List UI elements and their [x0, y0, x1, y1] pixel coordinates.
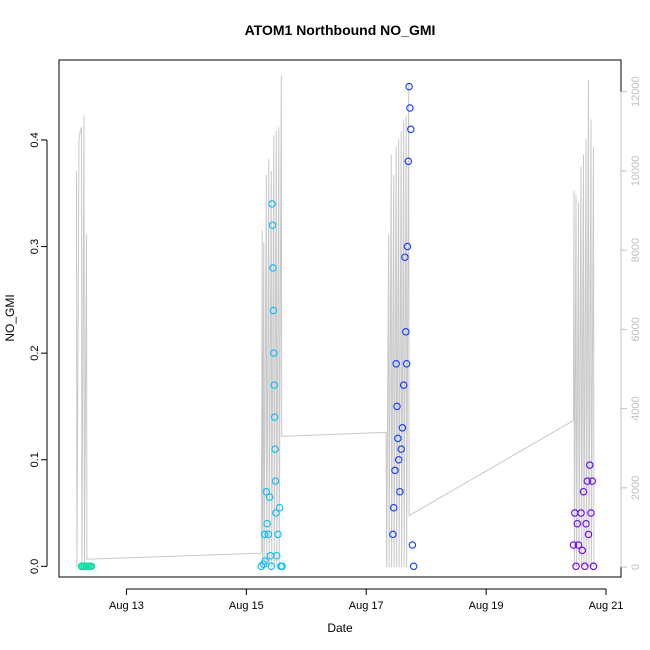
data-point [261, 557, 269, 565]
data-point [271, 477, 280, 485]
data-point [265, 493, 274, 501]
x-tick-label: Aug 21 [589, 600, 624, 612]
x-tick-label: Aug 13 [109, 600, 144, 612]
data-point [87, 562, 96, 571]
data-point [398, 424, 407, 432]
data-point [405, 82, 413, 91]
data-point [393, 402, 401, 411]
data-point [389, 530, 397, 539]
data-point [394, 455, 403, 464]
y-tick-label: 0.2 [29, 345, 41, 360]
data-point [268, 200, 276, 208]
x-tick-label: Aug 17 [349, 600, 384, 612]
data-point [402, 360, 411, 368]
data-point [589, 562, 598, 571]
plot-frame [58, 59, 622, 578]
data-point [267, 562, 276, 571]
data-point [574, 541, 583, 549]
data-point [577, 509, 585, 517]
y2-tick-label: 0 [630, 564, 642, 570]
x-tick-label: Aug 19 [469, 600, 504, 612]
data-point [583, 477, 592, 485]
y2-tick-label: 4000 [630, 396, 642, 420]
data-point [397, 445, 405, 453]
data-point [569, 541, 578, 549]
data-point [264, 530, 273, 539]
data-point [275, 503, 284, 512]
data-point [392, 360, 400, 368]
y-tick-label: 0.3 [29, 239, 41, 254]
y2-tick-label: 8000 [630, 238, 642, 262]
data-point [573, 519, 582, 528]
data-point [409, 562, 418, 571]
y-axis-label: NO_GMI [3, 294, 17, 341]
data-point [278, 562, 286, 571]
data-point [272, 509, 280, 517]
data-point [399, 381, 408, 389]
data-point [401, 253, 409, 261]
data-point [270, 349, 278, 357]
y-tick-label: 0.1 [29, 452, 41, 467]
data-point [396, 487, 404, 496]
x-axis-label: Date [327, 621, 353, 635]
data-point [586, 461, 594, 469]
data-point [257, 562, 266, 571]
data-point [406, 104, 414, 112]
y2-tick-label: 12000 [630, 76, 642, 107]
y2-tick-label: 10000 [630, 156, 642, 187]
data-point [271, 445, 279, 453]
data-point [408, 541, 417, 549]
data-point [269, 306, 278, 315]
data-point [584, 530, 593, 539]
data-point [270, 381, 278, 389]
data-point [269, 264, 277, 272]
y-tick-label: 0.0 [29, 559, 41, 574]
data-point [404, 157, 413, 166]
y2-tick-label: 6000 [630, 317, 642, 341]
y2-tick-label: 2000 [630, 476, 642, 500]
data-point [402, 328, 410, 336]
plot-area: Aug 13 Aug 15 Aug 17 Aug 19 Aug 21 0.0 0.1 0.2 0… [29, 59, 642, 612]
data-point [582, 519, 590, 528]
data-point [578, 546, 587, 555]
y-tick-label: 0.4 [29, 132, 41, 147]
data-point [274, 530, 282, 539]
data-point [579, 487, 588, 496]
data-point [272, 551, 281, 560]
data-point [263, 519, 271, 528]
data-point [588, 477, 597, 485]
data-point [268, 221, 277, 229]
data-point [266, 551, 275, 560]
data-point [407, 125, 415, 134]
data-point [394, 434, 402, 443]
x-tick-label: Aug 15 [229, 600, 264, 612]
data-point [587, 509, 595, 517]
data-point [581, 562, 589, 571]
chart-title: ATOM1 Northbound NO_GMI [245, 22, 436, 38]
data-point [391, 466, 399, 475]
data-point [403, 242, 412, 251]
data-point [260, 530, 269, 539]
secondary-series-line [76, 75, 595, 568]
data-point [262, 487, 271, 496]
data-point [572, 562, 580, 571]
data-point [270, 413, 279, 421]
data-point [389, 503, 398, 512]
